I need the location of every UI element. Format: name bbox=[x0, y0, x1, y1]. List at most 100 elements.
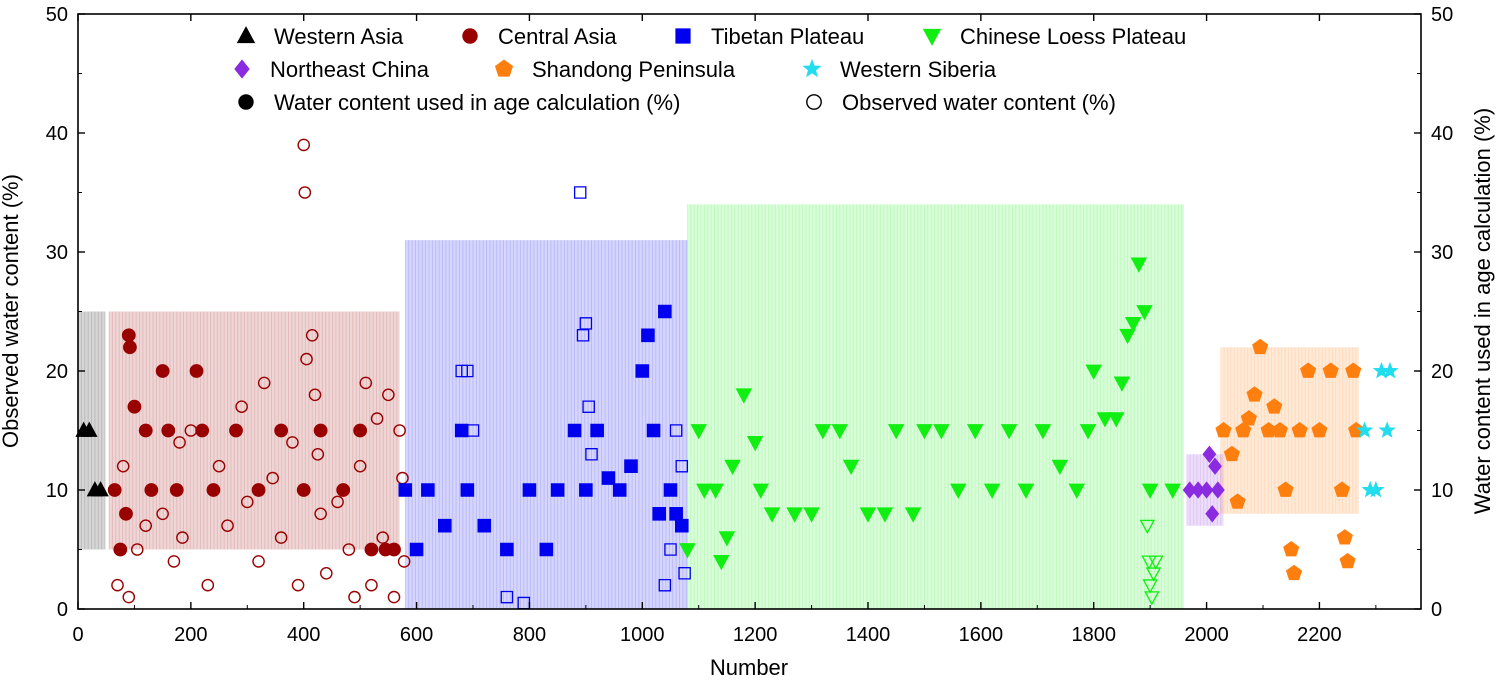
central-asia-used-point bbox=[353, 423, 368, 438]
shandong-peninsula-used-point bbox=[1246, 386, 1263, 402]
central-asia-observed-point bbox=[311, 447, 325, 461]
chinese-loess-plateau-used-point bbox=[1000, 424, 1018, 440]
chinese-loess-plateau-used-point bbox=[707, 483, 724, 499]
legend-marker-shandong-peninsula bbox=[494, 59, 514, 77]
shandong-peninsula-used-point bbox=[1345, 362, 1362, 378]
y-axis-ticks: 0 0 10 10 20 20 30 30 40 40 50 50 bbox=[46, 4, 1454, 621]
chinese-loess-plateau-used-point bbox=[746, 435, 764, 452]
chinese-loess-plateau-used-point bbox=[1068, 483, 1086, 499]
chinese-loess-plateau-used-point bbox=[814, 424, 832, 440]
legend-marker-tibetan-plateau bbox=[675, 28, 691, 44]
central-asia-observed-point bbox=[156, 507, 169, 521]
x-tick-label: 0 bbox=[72, 624, 83, 646]
central-asia-used-point bbox=[313, 423, 328, 438]
tibetan-plateau-observed-point bbox=[461, 364, 474, 378]
shandong-peninsula-used-point bbox=[1266, 398, 1283, 414]
central-asia-used-point bbox=[121, 328, 136, 343]
central-asia-used-point bbox=[119, 506, 133, 521]
chinese-loess-plateau-used-point bbox=[887, 424, 905, 440]
shandong-peninsula-used-point bbox=[1285, 564, 1303, 581]
chinese-loess-plateau-used-point bbox=[1096, 412, 1114, 428]
chinese-loess-plateau-error-band bbox=[687, 204, 1184, 609]
central-asia-observed-point bbox=[111, 578, 124, 592]
tibetan-plateau-used-point bbox=[500, 542, 514, 557]
chinese-loess-plateau-used-point bbox=[786, 507, 803, 523]
tibetan-plateau-observed-point bbox=[585, 448, 598, 461]
chinese-loess-plateau-used-point bbox=[690, 424, 707, 440]
tibetan-plateau-used-point bbox=[398, 483, 413, 497]
chinese-loess-plateau-used-point bbox=[859, 507, 877, 523]
chinese-loess-plateau-observed-point bbox=[1139, 519, 1156, 535]
legend-label: Chinese Loess Plateau bbox=[960, 24, 1186, 49]
central-asia-used-point bbox=[113, 542, 128, 557]
central-asia-observed-point bbox=[331, 495, 344, 509]
shandong-peninsula-used-point bbox=[1291, 422, 1308, 438]
central-asia-observed-point bbox=[314, 507, 327, 521]
shandong-peninsula-used-point bbox=[1311, 422, 1328, 438]
chinese-loess-plateau-used-point bbox=[950, 483, 967, 499]
chinese-loess-plateau-observed-point bbox=[1148, 555, 1164, 570]
central-asia-observed-point bbox=[359, 376, 373, 390]
central-asia-used-point bbox=[155, 364, 170, 378]
used-markers bbox=[75, 257, 1399, 581]
legend-label: Central Asia bbox=[498, 24, 617, 49]
legend-marker-western-asia bbox=[236, 26, 256, 44]
chinese-loess-plateau-used-point bbox=[679, 543, 696, 559]
x-tick-label: 2200 bbox=[1297, 624, 1342, 646]
chinese-loess-plateau-used-point bbox=[1051, 459, 1069, 476]
y-tick-label-left: 40 bbox=[46, 123, 68, 145]
y-axis-right-title: Water content used in age calculation (%… bbox=[1470, 108, 1495, 514]
tibetan-plateau-used-point bbox=[454, 423, 469, 438]
chinese-loess-plateau-observed-point bbox=[1145, 567, 1162, 582]
central-asia-observed-point bbox=[173, 436, 186, 449]
legend-label: Shandong Peninsula bbox=[532, 57, 736, 82]
legend-marker-chinese-loess-plateau bbox=[922, 28, 942, 46]
y-tick-label-left: 0 bbox=[57, 599, 68, 621]
y-tick-label-left: 10 bbox=[46, 480, 68, 502]
chinese-loess-plateau-used-point bbox=[713, 555, 730, 571]
central-asia-observed-point bbox=[305, 328, 319, 342]
central-asia-used-point bbox=[123, 340, 137, 355]
central-asia-observed-point bbox=[266, 471, 279, 485]
shandong-peninsula-used-point bbox=[1223, 445, 1241, 462]
shandong-peninsula-used-point bbox=[1322, 362, 1339, 378]
tibetan-plateau-observed-point bbox=[582, 400, 595, 413]
central-asia-observed-point bbox=[130, 543, 144, 556]
shandong-peninsula-used-point bbox=[1271, 422, 1289, 438]
tibetan-plateau-used-point bbox=[567, 423, 582, 438]
y-tick-label-left: 50 bbox=[46, 4, 68, 26]
central-asia-used-point bbox=[251, 483, 266, 497]
central-asia-used-point bbox=[169, 483, 184, 497]
chinese-loess-plateau-used-point bbox=[724, 459, 741, 476]
central-asia-used-point bbox=[161, 423, 176, 438]
central-asia-observed-point bbox=[212, 459, 226, 473]
tibetan-plateau-observed-point bbox=[658, 578, 672, 592]
chinese-loess-plateau-used-point bbox=[1141, 483, 1159, 499]
y-tick-label-right: 50 bbox=[1431, 4, 1453, 26]
legend-label: Water content used in age calculation (%… bbox=[274, 90, 680, 115]
tibetan-plateau-used-point bbox=[674, 518, 689, 533]
tibetan-plateau-used-point bbox=[624, 459, 638, 474]
tibetan-plateau-observed-point bbox=[664, 543, 677, 556]
tibetan-plateau-observed-point bbox=[675, 459, 689, 473]
shandong-peninsula-used-point bbox=[1235, 422, 1252, 438]
shandong-peninsula-used-point bbox=[1229, 493, 1246, 509]
central-asia-used-point bbox=[364, 542, 379, 557]
central-asia-observed-point bbox=[221, 519, 234, 533]
legend-label: Tibetan Plateau bbox=[711, 24, 864, 49]
shandong-peninsula-used-point bbox=[1336, 529, 1353, 545]
chinese-loess-plateau-used-point bbox=[1119, 328, 1136, 345]
shandong-peninsula-used-point bbox=[1240, 410, 1257, 426]
legend-entry-shandong-peninsula: Shandong Peninsula bbox=[494, 57, 736, 82]
central-asia-observed-point bbox=[348, 590, 361, 604]
tibetan-plateau-used-point bbox=[579, 483, 593, 497]
chinese-loess-plateau-used-point bbox=[803, 507, 820, 523]
central-asia-observed-point bbox=[167, 555, 181, 568]
y-tick-label-right: 0 bbox=[1431, 599, 1442, 621]
y-tick-label-right: 10 bbox=[1431, 480, 1453, 502]
x-tick-label: 1600 bbox=[959, 624, 1004, 646]
chinese-loess-plateau-used-point bbox=[1034, 424, 1052, 440]
tibetan-plateau-used-point bbox=[658, 304, 672, 319]
tibetan-plateau-observed-point bbox=[576, 329, 590, 342]
chinese-loess-plateau-used-point bbox=[1085, 364, 1102, 380]
